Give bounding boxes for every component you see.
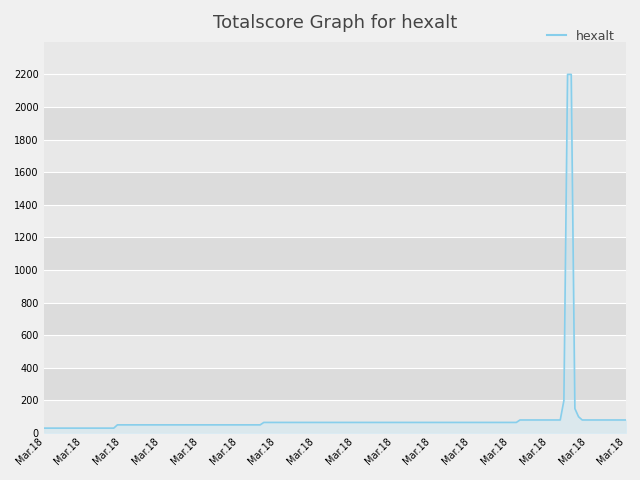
Bar [44,42,626,74]
Legend: hexalt: hexalt [542,24,620,48]
Bar [44,107,626,140]
Bar [44,205,626,238]
Bar [44,400,626,433]
Bar [44,74,626,107]
Bar [44,140,626,172]
Bar [44,172,626,205]
Bar [44,368,626,400]
Bar [44,270,626,302]
Bar [44,42,626,74]
Bar [44,238,626,270]
Title: Totalscore Graph for hexalt: Totalscore Graph for hexalt [213,14,458,32]
Bar [44,302,626,335]
Bar [44,335,626,368]
